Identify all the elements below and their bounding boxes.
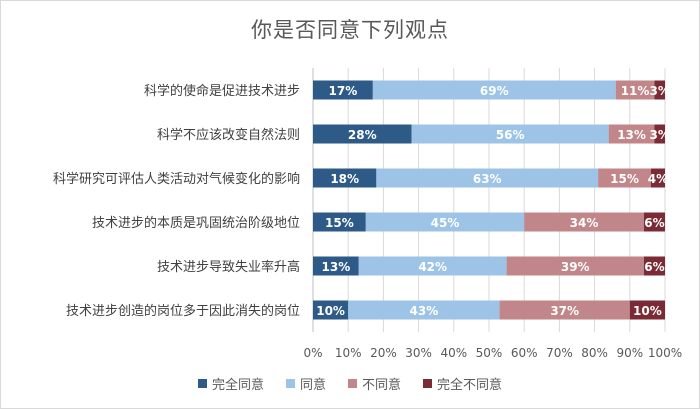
x-tick-label: 80%	[581, 346, 608, 360]
legend-label: 完全同意	[211, 378, 264, 393]
data-label: 34%	[570, 216, 599, 230]
bar-segment	[313, 300, 349, 320]
data-label: 42%	[418, 260, 447, 274]
x-tick-label: 10%	[335, 346, 362, 360]
data-label: 11%	[621, 84, 650, 98]
x-tick-label: 100%	[648, 346, 682, 360]
bar-segment	[411, 124, 609, 144]
bar-segment	[643, 256, 665, 276]
bar-segment	[372, 80, 616, 100]
x-tick-label: 60%	[511, 346, 538, 360]
bar-segment	[313, 256, 359, 276]
x-tick-label: 40%	[440, 346, 467, 360]
legend-item: 完全不同意	[423, 374, 502, 393]
legend-item: 完全同意	[197, 374, 264, 393]
x-tick-label: 0%	[303, 346, 322, 360]
data-label: 10%	[316, 304, 345, 318]
data-label: 43%	[410, 304, 439, 318]
bar-segment	[598, 168, 651, 188]
data-label: 28%	[348, 128, 377, 142]
data-label: 56%	[496, 128, 525, 142]
bar-segment	[654, 124, 665, 144]
legend-label: 同意	[299, 378, 326, 393]
legend-label: 不同意	[362, 378, 402, 393]
data-label: 13%	[322, 260, 351, 274]
data-label: 39%	[561, 260, 590, 274]
category-label: 科学的使命是促进技术进步	[144, 83, 300, 99]
data-label: 13%	[617, 128, 646, 142]
legend: 完全同意 同意 不同意 完全不同意	[0, 374, 700, 393]
legend-item: 不同意	[348, 374, 401, 393]
data-label: 69%	[480, 84, 509, 98]
bar-segment	[313, 168, 377, 188]
bar-segment	[524, 212, 644, 232]
category-label: 技术进步的本质是巩固统治阶级地位	[92, 215, 300, 231]
legend-item: 同意	[285, 374, 326, 393]
bar-segment	[608, 124, 655, 144]
bar-segment	[615, 80, 655, 100]
bar-segment	[376, 168, 599, 188]
bar-segment	[365, 212, 525, 232]
x-tick-label: 90%	[616, 346, 643, 360]
legend-swatch	[348, 379, 357, 388]
data-label: 10%	[633, 304, 662, 318]
bar-segment	[313, 80, 373, 100]
category-label: 技术进步导致失业率升高	[157, 259, 300, 275]
data-label: 63%	[473, 172, 502, 186]
data-label: 3%	[650, 84, 670, 98]
data-label: 15%	[325, 216, 354, 230]
data-label: 45%	[431, 216, 460, 230]
bar-segment	[650, 168, 665, 188]
bar-segment	[313, 124, 412, 144]
bar-segment	[506, 256, 644, 276]
legend-swatch	[423, 379, 433, 388]
legend-swatch	[285, 379, 295, 388]
bar-segment	[643, 212, 665, 232]
x-tick-label: 30%	[405, 346, 432, 360]
bar-segment	[313, 212, 366, 232]
legend-label: 完全不同意	[437, 378, 503, 393]
bar-segment	[358, 256, 507, 276]
data-label: 4%	[648, 172, 668, 186]
data-label: 3%	[650, 128, 670, 142]
x-tick-label: 20%	[370, 346, 397, 360]
data-label: 37%	[550, 304, 579, 318]
data-label: 18%	[330, 172, 359, 186]
bar-segment	[629, 300, 665, 320]
category-label: 科学研究可评估人类活动对气候变化的影响	[53, 171, 300, 187]
data-label: 15%	[610, 172, 639, 186]
chart-title: 你是否同意下列观点	[251, 18, 449, 42]
x-tick-label: 50%	[476, 346, 503, 360]
category-label: 技术进步创造的岗位多于因此消失的岗位	[66, 303, 300, 319]
bar-segment	[348, 300, 500, 320]
x-tick-label: 70%	[546, 346, 573, 360]
data-label: 6%	[644, 260, 664, 274]
data-label: 6%	[644, 216, 664, 230]
data-label: 17%	[329, 84, 358, 98]
bar-segment	[499, 300, 630, 320]
bar-segment	[654, 80, 665, 100]
category-label: 科学不应该改变自然法则	[157, 127, 300, 143]
legend-swatch	[197, 379, 207, 388]
